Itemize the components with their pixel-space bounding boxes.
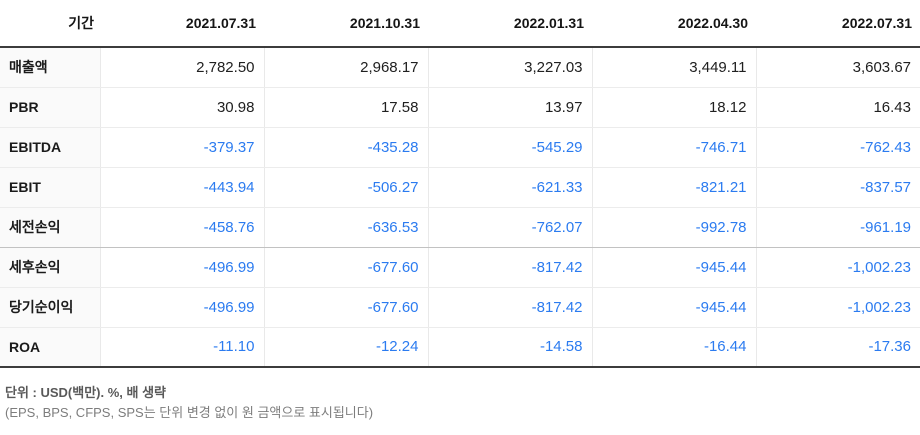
metric-value: -677.60 (263, 247, 428, 288)
metric-value: -443.94 (99, 167, 264, 208)
date-header-cell: 2022.04.30 (592, 0, 756, 48)
metric-value: -1,002.23 (755, 287, 920, 328)
period-header-cell: 기간 (0, 0, 100, 48)
metric-value: 30.98 (99, 87, 264, 128)
metric-label: 세전손익 (0, 207, 100, 248)
metric-value: -961.19 (755, 207, 920, 248)
metric-value: -17.36 (755, 327, 920, 368)
metric-value: 16.43 (755, 87, 920, 128)
metric-label: EBITDA (0, 127, 100, 168)
metric-value: 13.97 (427, 87, 592, 128)
metric-value: -506.27 (263, 167, 428, 208)
metric-value: -821.21 (591, 167, 756, 208)
metric-row-pretax-profit: 세전손익 -458.76 -636.53 -762.07 -992.78 -96… (0, 207, 920, 248)
footnote-eps-note: (EPS, BPS, CFPS, SPS는 단위 변경 없이 원 금액으로 표시… (5, 405, 374, 421)
metric-value: -945.44 (591, 247, 756, 288)
metric-value: -621.33 (427, 167, 592, 208)
metric-value: 18.12 (591, 87, 756, 128)
metric-value: -11.10 (99, 327, 264, 368)
metric-row-aftertax-profit: 세후손익 -496.99 -677.60 -817.42 -945.44 -1,… (0, 247, 920, 288)
metric-value: -545.29 (427, 127, 592, 168)
metric-value: 2,968.17 (263, 47, 428, 88)
metric-label: PBR (0, 87, 100, 128)
metric-value: -677.60 (263, 287, 428, 328)
date-header-cell: 2021.10.31 (264, 0, 428, 48)
metric-value: -817.42 (427, 247, 592, 288)
footnote-units: 단위 : USD(백만). %, 배 생략 (5, 385, 166, 400)
metric-row-pbr: PBR 30.98 17.58 13.97 18.12 16.43 (0, 87, 920, 128)
metric-value: -496.99 (99, 247, 264, 288)
metric-value: 17.58 (263, 87, 428, 128)
metric-value: -16.44 (591, 327, 756, 368)
metric-label: EBIT (0, 167, 100, 208)
date-header-cell: 2022.01.31 (428, 0, 592, 48)
metric-value: -762.43 (755, 127, 920, 168)
metric-row-roa: ROA -11.10 -12.24 -14.58 -16.44 -17.36 (0, 327, 920, 368)
metric-value: -12.24 (263, 327, 428, 368)
metric-label: 세후손익 (0, 247, 100, 288)
metric-row-ebit: EBIT -443.94 -506.27 -621.33 -821.21 -83… (0, 167, 920, 208)
financial-period-table: 기간 2021.07.31 2021.10.31 2022.01.31 2022… (0, 0, 920, 368)
metric-value: -379.37 (99, 127, 264, 168)
metric-row-sales: 매출액 2,782.50 2,968.17 3,227.03 3,449.11 … (0, 47, 920, 88)
metric-value: -1,002.23 (755, 247, 920, 288)
metric-label: ROA (0, 327, 100, 368)
metric-value: 2,782.50 (99, 47, 264, 88)
metric-label: 당기순이익 (0, 287, 100, 328)
metric-value: -458.76 (99, 207, 264, 248)
metric-value: -945.44 (591, 287, 756, 328)
metric-row-ebitda: EBITDA -379.37 -435.28 -545.29 -746.71 -… (0, 127, 920, 168)
metric-value: 3,227.03 (427, 47, 592, 88)
metric-value: -762.07 (427, 207, 592, 248)
date-header-cell: 2021.07.31 (100, 0, 264, 48)
date-header-cell: 2022.07.31 (756, 0, 920, 48)
metric-value: -992.78 (591, 207, 756, 248)
metric-value: 3,449.11 (591, 47, 756, 88)
metric-value: -746.71 (591, 127, 756, 168)
metric-value: -837.57 (755, 167, 920, 208)
metric-value: 3,603.67 (755, 47, 920, 88)
metric-value: -435.28 (263, 127, 428, 168)
metric-value: -636.53 (263, 207, 428, 248)
metric-value: -817.42 (427, 287, 592, 328)
metric-value: -496.99 (99, 287, 264, 328)
table-header-row: 기간 2021.07.31 2021.10.31 2022.01.31 2022… (0, 0, 920, 48)
metric-row-net-income: 당기순이익 -496.99 -677.60 -817.42 -945.44 -1… (0, 287, 920, 328)
metric-value: -14.58 (427, 327, 592, 368)
metric-label: 매출액 (0, 47, 100, 88)
footnote: 단위 : USD(백만). %, 배 생략 (EPS, BPS, CFPS, S… (0, 383, 920, 423)
